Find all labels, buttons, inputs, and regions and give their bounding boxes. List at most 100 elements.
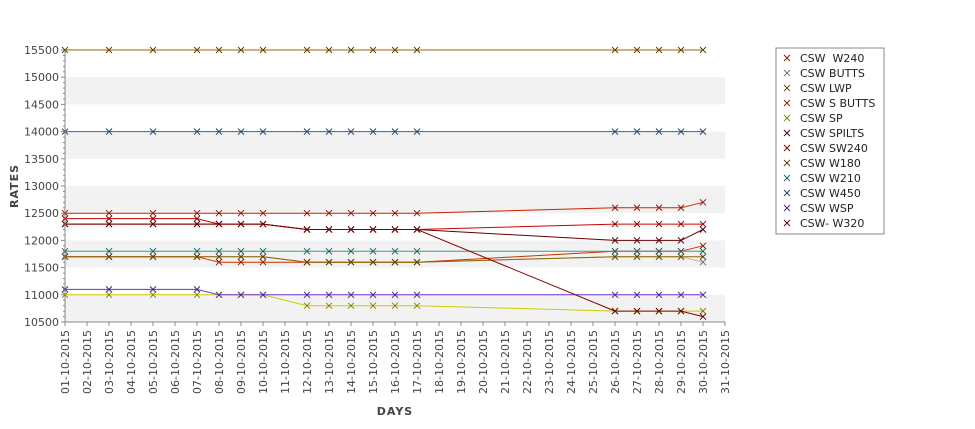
data-point-2-13 bbox=[611, 46, 619, 54]
data-point-7-6 bbox=[259, 253, 267, 261]
grid-bands bbox=[65, 50, 725, 322]
data-point-8-7 bbox=[303, 247, 311, 255]
data-point-2-6 bbox=[259, 46, 267, 54]
legend-marker-9 bbox=[783, 189, 791, 197]
legend-entry-6: CSW SW240 bbox=[800, 142, 868, 155]
data-point-2-7 bbox=[303, 46, 311, 54]
data-point-4-2 bbox=[149, 291, 157, 299]
data-point-11-15 bbox=[655, 307, 663, 315]
legend-marker-10 bbox=[783, 204, 791, 212]
data-point-2-17 bbox=[699, 46, 707, 54]
data-point-9-10 bbox=[369, 128, 377, 135]
legend-entry-2: CSW LWP bbox=[800, 82, 852, 95]
x-tick-label: 06-10-2015 bbox=[169, 330, 182, 394]
data-point-9-8 bbox=[325, 128, 333, 135]
data-point-0-13 bbox=[611, 204, 619, 212]
data-point-6-2 bbox=[149, 215, 157, 222]
data-point-10-5 bbox=[237, 291, 245, 299]
data-point-9-17 bbox=[699, 128, 707, 135]
x-tick-label: 23-10-2015 bbox=[543, 330, 556, 394]
data-point-10-9 bbox=[347, 291, 355, 299]
x-tick-label: 26-10-2015 bbox=[609, 330, 622, 394]
data-point-5-15 bbox=[655, 237, 663, 244]
data-point-4-1 bbox=[105, 291, 113, 299]
data-point-11-6 bbox=[259, 220, 267, 228]
data-point-9-2 bbox=[149, 128, 157, 135]
data-point-7-1 bbox=[105, 253, 113, 261]
data-point-6-3 bbox=[193, 215, 201, 222]
data-point-10-8 bbox=[325, 291, 333, 299]
data-point-7-3 bbox=[193, 253, 201, 261]
data-point-11-1 bbox=[105, 220, 113, 228]
data-point-0-9 bbox=[347, 209, 355, 217]
data-point-2-3 bbox=[193, 46, 201, 54]
data-point-7-11 bbox=[391, 258, 399, 266]
grid-band bbox=[65, 131, 725, 159]
data-point-10-10 bbox=[369, 291, 377, 299]
data-point-7-16 bbox=[677, 253, 685, 261]
data-point-4-17 bbox=[699, 307, 707, 315]
data-point-10-14 bbox=[633, 291, 641, 299]
data-point-3-5 bbox=[237, 258, 245, 266]
data-point-0-12 bbox=[413, 209, 421, 217]
data-point-8-16 bbox=[677, 247, 685, 255]
data-point-0-10 bbox=[369, 209, 377, 217]
data-point-9-13 bbox=[611, 128, 619, 135]
data-point-3-17 bbox=[699, 242, 707, 250]
data-point-6-14 bbox=[633, 220, 641, 228]
legend-marker-3 bbox=[783, 99, 791, 107]
data-point-6-16 bbox=[677, 220, 685, 228]
data-point-8-5 bbox=[237, 247, 245, 255]
x-tick-label: 15-10-2015 bbox=[367, 330, 380, 394]
data-point-2-11 bbox=[391, 46, 399, 54]
y-tick-label: 13500 bbox=[24, 153, 59, 166]
data-point-7-14 bbox=[633, 253, 641, 261]
y-tick-label: 14500 bbox=[24, 98, 59, 111]
data-point-11-10 bbox=[369, 226, 377, 233]
y-tick-label: 13000 bbox=[24, 180, 59, 193]
x-axis-title: DAYS bbox=[377, 405, 413, 418]
legend-marker-0 bbox=[783, 54, 791, 62]
data-point-0-16 bbox=[677, 204, 685, 212]
grid-band bbox=[65, 294, 725, 322]
data-point-9-1 bbox=[105, 128, 113, 135]
data-point-2-5 bbox=[237, 46, 245, 54]
x-tick-label: 21-10-2015 bbox=[499, 330, 512, 394]
data-point-0-15 bbox=[655, 204, 663, 212]
data-point-10-17 bbox=[699, 291, 707, 299]
data-point-7-2 bbox=[149, 253, 157, 261]
data-point-4-12 bbox=[413, 302, 421, 310]
data-point-11-16 bbox=[677, 307, 685, 315]
series-line-11 bbox=[65, 223, 704, 318]
legend: CSW W240 CSW BUTTS CSW LWP CSW S BUTTS CSW S… bbox=[775, 47, 885, 235]
x-tick-label: 18-10-2015 bbox=[433, 330, 446, 394]
data-point-6-15 bbox=[655, 220, 663, 228]
grid-band bbox=[65, 186, 725, 214]
data-point-11-7 bbox=[303, 226, 311, 233]
data-point-2-16 bbox=[677, 46, 685, 54]
data-point-8-15 bbox=[655, 247, 663, 255]
data-point-11-2 bbox=[149, 220, 157, 228]
data-point-11-8 bbox=[325, 226, 333, 233]
legend-marker-5 bbox=[783, 129, 791, 137]
data-point-0-4 bbox=[215, 209, 223, 217]
x-tick-label: 16-10-2015 bbox=[389, 330, 402, 394]
x-tick-label: 01-10-2015 bbox=[59, 330, 72, 394]
data-point-8-1 bbox=[105, 247, 113, 255]
x-tick-label: 17-10-2015 bbox=[411, 330, 424, 394]
data-point-7-5 bbox=[237, 253, 245, 261]
data-point-0-3 bbox=[193, 209, 201, 217]
data-point-5-16 bbox=[677, 237, 685, 244]
series-line-10 bbox=[65, 288, 703, 296]
data-point-9-5 bbox=[237, 128, 245, 135]
data-point-4-10 bbox=[369, 302, 377, 310]
x-tick-label: 24-10-2015 bbox=[565, 330, 578, 394]
data-point-5-17 bbox=[699, 226, 707, 233]
x-tick-label: 19-10-2015 bbox=[455, 330, 468, 394]
x-tick-label: 28-10-2015 bbox=[653, 330, 666, 394]
data-point-4-9 bbox=[347, 302, 355, 310]
data-point-8-9 bbox=[347, 247, 355, 255]
data-point-2-10 bbox=[369, 46, 377, 54]
y-tick-label: 12500 bbox=[24, 207, 59, 220]
